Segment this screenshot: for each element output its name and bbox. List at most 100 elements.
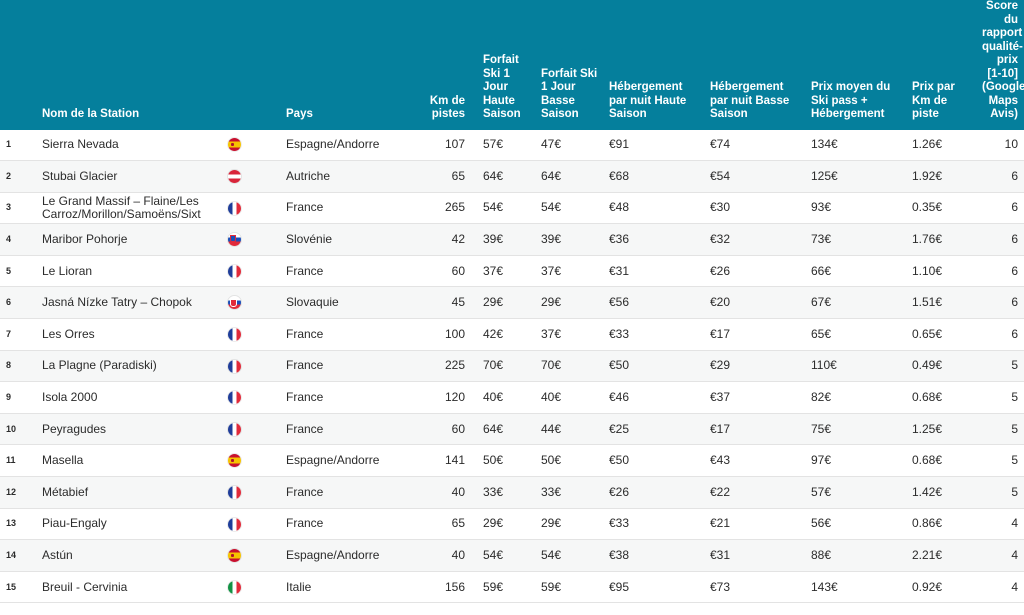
row-heb-basse: €73 xyxy=(706,571,807,604)
row-prix-moyen: 97€ xyxy=(807,444,908,478)
row-heb-basse: €74 xyxy=(706,129,807,162)
row-score: 6 xyxy=(978,286,1024,320)
row-prix-km: 1.92€ xyxy=(908,160,978,193)
row-km: 100 xyxy=(424,318,469,351)
row-prix-km: 1.25€ xyxy=(908,413,978,446)
row-basse: 44€ xyxy=(537,413,605,446)
row-basse: 59€ xyxy=(537,571,605,604)
flag-sk-icon xyxy=(228,296,241,310)
row-prix-km: 1.10€ xyxy=(908,255,978,288)
row-haute: 33€ xyxy=(469,476,537,509)
row-prix-km: 1.26€ xyxy=(908,129,978,162)
row-haute: 59€ xyxy=(469,571,537,604)
row-flag xyxy=(224,255,282,288)
header-heb-basse: Hébergement par nuit Basse Saison xyxy=(706,0,807,130)
row-haute: 64€ xyxy=(469,413,537,446)
row-heb-haute: €95 xyxy=(605,571,706,604)
header-prix-moyen: Prix moyen du Ski pass + Hébergement xyxy=(807,0,908,130)
row-score: 4 xyxy=(978,539,1024,572)
row-basse: 64€ xyxy=(537,160,605,193)
row-heb-haute: €48 xyxy=(605,192,706,225)
header-flag xyxy=(224,0,282,130)
row-km: 156 xyxy=(424,571,469,604)
row-heb-basse: €30 xyxy=(706,192,807,225)
row-basse: 54€ xyxy=(537,539,605,572)
header-haute: Forfait Ski 1 Jour Haute Saison xyxy=(469,0,537,130)
row-flag xyxy=(224,539,282,572)
row-flag xyxy=(224,129,282,162)
row-heb-haute: €68 xyxy=(605,160,706,193)
row-flag xyxy=(224,160,282,193)
row-prix-moyen: 75€ xyxy=(807,413,908,446)
row-station: Masella xyxy=(38,444,224,478)
row-km: 42 xyxy=(424,223,469,256)
row-prix-km: 2.21€ xyxy=(908,539,978,572)
row-score: 5 xyxy=(978,476,1024,509)
flag-es-icon xyxy=(228,454,241,468)
table-row: 2 Stubai Glacier Autriche 65 64€ 64€ €68 €54 125… xyxy=(0,160,1024,193)
row-rank: 4 xyxy=(0,223,38,256)
row-prix-moyen: 143€ xyxy=(807,571,908,604)
row-rank: 13 xyxy=(0,508,38,541)
row-flag xyxy=(224,192,282,225)
row-haute: 29€ xyxy=(469,508,537,541)
row-rank: 9 xyxy=(0,381,38,414)
table-row: 3 Le Grand Massif – Flaine/Les Carroz/Mor… xyxy=(0,192,1024,225)
header-heb-haute: Hébergement par nuit Haute Saison xyxy=(605,0,706,130)
table-row: 5 Le Lioran France 60 37€ 37€ €31 €26 66€ 1.10€ 6 xyxy=(0,255,1024,288)
row-prix-moyen: 57€ xyxy=(807,476,908,509)
row-basse: 70€ xyxy=(537,350,605,383)
row-heb-haute: €50 xyxy=(605,444,706,478)
row-km: 141 xyxy=(424,444,469,478)
row-pays: Autriche xyxy=(282,160,424,193)
row-basse: 29€ xyxy=(537,508,605,541)
row-flag xyxy=(224,223,282,256)
row-score: 4 xyxy=(978,508,1024,541)
row-rank: 15 xyxy=(0,571,38,604)
row-km: 40 xyxy=(424,476,469,509)
row-station: La Plagne (Paradiski) xyxy=(38,350,224,383)
row-flag xyxy=(224,476,282,509)
header-km: Km de pistes xyxy=(424,0,469,130)
row-heb-basse: €37 xyxy=(706,381,807,414)
row-prix-moyen: 65€ xyxy=(807,318,908,351)
row-flag xyxy=(224,413,282,446)
row-rank: 10 xyxy=(0,413,38,446)
flag-fr-icon xyxy=(228,517,241,531)
row-haute: 54€ xyxy=(469,539,537,572)
row-basse: 33€ xyxy=(537,476,605,509)
table-row: 12 Métabief France 40 33€ 33€ €26 €22 57€ 1.42€ 5 xyxy=(0,476,1024,509)
row-basse: 37€ xyxy=(537,255,605,288)
row-haute: 42€ xyxy=(469,318,537,351)
row-prix-km: 1.51€ xyxy=(908,286,978,320)
flag-fr-icon xyxy=(228,264,241,278)
row-flag xyxy=(224,286,282,320)
row-flag xyxy=(224,350,282,383)
row-heb-basse: €54 xyxy=(706,160,807,193)
flag-fr-icon xyxy=(228,485,241,499)
row-prix-moyen: 110€ xyxy=(807,350,908,383)
row-prix-km: 0.68€ xyxy=(908,444,978,478)
row-km: 265 xyxy=(424,192,469,225)
row-flag xyxy=(224,571,282,604)
row-station: Piau-Engaly xyxy=(38,508,224,541)
row-prix-moyen: 93€ xyxy=(807,192,908,225)
row-heb-basse: €20 xyxy=(706,286,807,320)
row-pays: France xyxy=(282,508,424,541)
row-rank: 1 xyxy=(0,129,38,162)
row-km: 120 xyxy=(424,381,469,414)
row-heb-basse: €22 xyxy=(706,476,807,509)
flag-fr-icon xyxy=(228,422,241,436)
row-score: 6 xyxy=(978,223,1024,256)
flag-fr-icon xyxy=(228,391,241,405)
row-score: 6 xyxy=(978,255,1024,288)
row-station: Les Orres xyxy=(38,318,224,351)
table-row: 15 Breuil - Cervinia Italie 156 59€ 59€ €95 €73… xyxy=(0,571,1024,604)
row-prix-moyen: 125€ xyxy=(807,160,908,193)
row-score: 6 xyxy=(978,192,1024,225)
row-haute: 29€ xyxy=(469,286,537,320)
row-heb-basse: €43 xyxy=(706,444,807,478)
row-basse: 29€ xyxy=(537,286,605,320)
row-flag xyxy=(224,444,282,478)
table-row: 14 Astún Espagne/Andorre 40 54€ 54€ €38 €31 88€ 2… xyxy=(0,539,1024,572)
